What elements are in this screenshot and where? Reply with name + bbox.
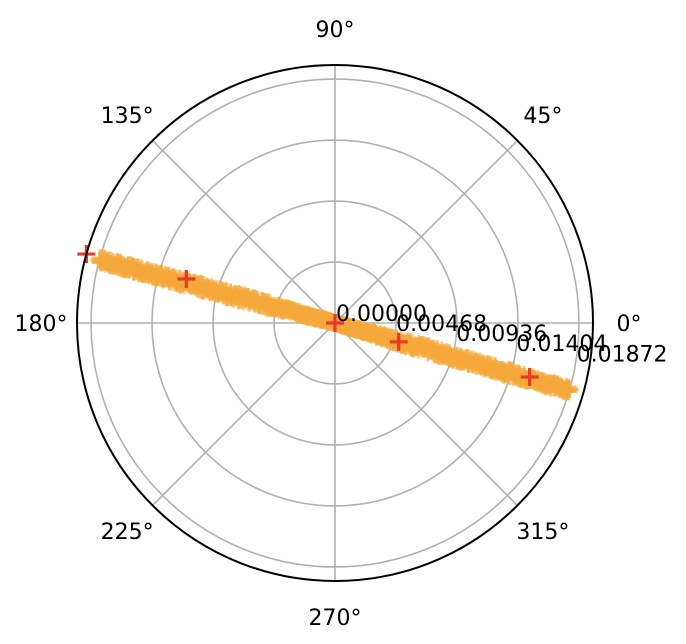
red-plus-marker bbox=[389, 332, 408, 351]
radial-tick-label: 0.01872 bbox=[577, 342, 668, 367]
polar-outer-ring bbox=[76, 64, 594, 582]
angle-tick-label: 90° bbox=[316, 18, 355, 43]
radial-tick-label: 0.00936 bbox=[456, 322, 547, 347]
angle-tick-label: 315° bbox=[516, 520, 569, 545]
orange-plus-marker bbox=[560, 380, 579, 399]
angle-tick-labels: 0° 45° 90° 135° 180° 225° 270° 315° bbox=[15, 18, 642, 631]
radial-tick-label: 0.00468 bbox=[396, 312, 487, 337]
orange-plus-marker bbox=[90, 251, 109, 270]
red-plus-marker bbox=[326, 314, 344, 332]
angle-tick-label: 270° bbox=[309, 606, 362, 631]
angle-tick-label: 135° bbox=[101, 104, 154, 129]
angle-grid-spoke bbox=[152, 140, 336, 324]
polar-grid bbox=[77, 65, 593, 581]
radial-tick-label: 0.01404 bbox=[516, 332, 607, 357]
red-plus-marker bbox=[177, 269, 196, 288]
angle-grid-spoke bbox=[334, 140, 518, 324]
angle-tick-label: 0° bbox=[617, 312, 642, 337]
angle-grid-spoke bbox=[334, 322, 518, 506]
angle-tick-label: 225° bbox=[101, 520, 154, 545]
red-plus-marker bbox=[520, 367, 539, 386]
orange-marker-band bbox=[90, 249, 579, 401]
angle-tick-label: 45° bbox=[523, 104, 562, 129]
angle-tick-label: 180° bbox=[15, 312, 68, 337]
angle-grid-spoke bbox=[152, 322, 336, 506]
red-marker-series bbox=[77, 245, 539, 386]
radial-tick-label: 0.00000 bbox=[336, 302, 427, 327]
